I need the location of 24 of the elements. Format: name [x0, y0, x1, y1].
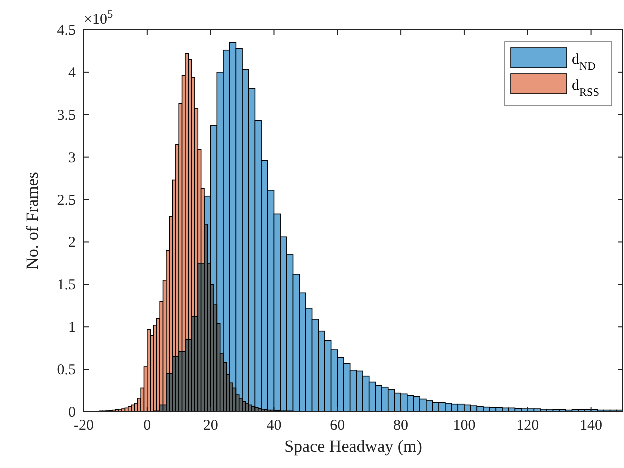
y-axis-title: No. of Frames [23, 172, 42, 270]
legend-label: d$_{ND}$ [572, 52, 596, 73]
y-tick-label: 3 [68, 150, 76, 166]
x-tick-label: 0 [144, 418, 152, 434]
y-tick-label: 4.5 [57, 23, 76, 39]
y-tick-label: 4 [68, 65, 76, 82]
text: ×10$^{5}$ [84, 9, 114, 28]
y-tick-label: 0.5 [57, 362, 76, 379]
x-tick-label: 80 [394, 418, 409, 434]
x-tick-label: 100 [453, 418, 476, 434]
x-tick-label: 140 [580, 418, 603, 434]
legend-label: d$_{RSS}$ [572, 78, 600, 99]
x-tick-label: 120 [516, 418, 540, 434]
x-tick-label: -20 [74, 418, 94, 434]
x-axis-title: Space Headway (m) [284, 437, 422, 456]
x-tick-label: 40 [266, 418, 282, 434]
y-tick-label: 0 [68, 405, 76, 421]
y-tick-label: 1 [68, 320, 76, 336]
y-tick-label: 1.5 [57, 278, 76, 294]
y-tick-label: 2 [68, 235, 76, 252]
x-tick-label: 60 [330, 418, 346, 434]
x-tick-label: 20 [203, 418, 218, 434]
y-tick-label: 2.5 [57, 192, 76, 209]
y-tick-label: 3.5 [57, 108, 76, 124]
